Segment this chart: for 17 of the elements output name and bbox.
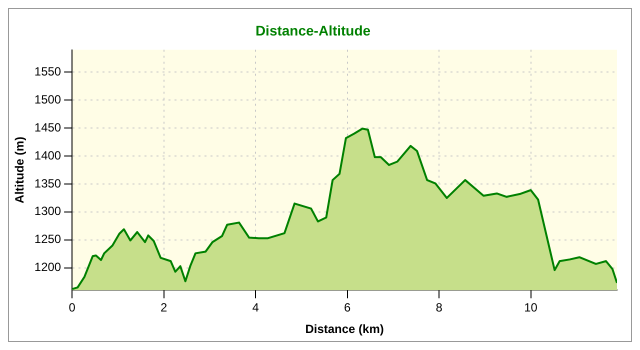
y-axis-title: Altitude (m) (12, 136, 27, 204)
x-tick-label: 2 (160, 300, 168, 315)
x-axis-title: Distance (km) (305, 322, 384, 336)
y-tick-label: 1350 (34, 176, 62, 190)
x-tick-label: 6 (344, 300, 351, 315)
y-tick-label: 1200 (34, 260, 62, 274)
y-tick-label: 1500 (34, 92, 62, 106)
y-tick-label: 1300 (34, 204, 62, 218)
y-tick-label: 1450 (34, 120, 62, 134)
x-tick-label: 0 (68, 300, 76, 315)
chart-title: Distance-Altitude (255, 22, 371, 38)
x-tick-label: 4 (252, 300, 260, 315)
x-tick-label: 8 (436, 300, 443, 315)
y-tick-label: 1400 (34, 148, 62, 162)
y-tick-label: 1550 (34, 64, 62, 78)
x-tick-label: 10 (524, 300, 538, 315)
y-tick-label: 1250 (34, 232, 62, 246)
